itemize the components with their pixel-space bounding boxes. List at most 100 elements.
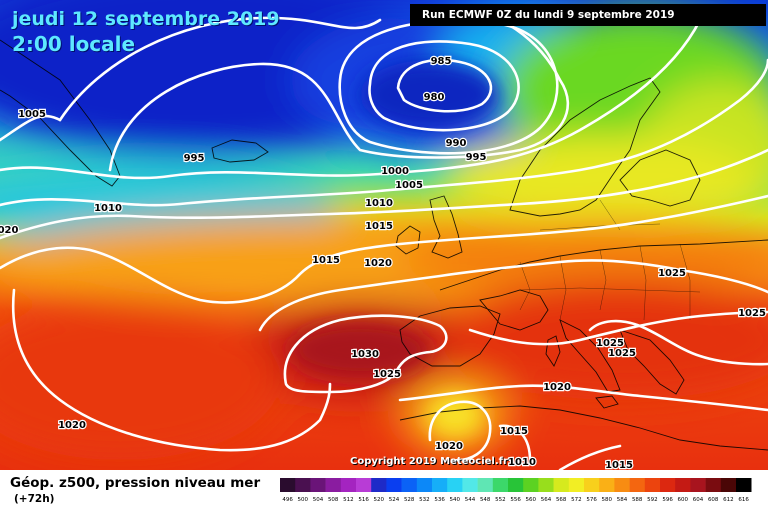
scale-swatch — [736, 478, 752, 492]
isobar-label: 1020 — [58, 420, 86, 431]
copyright-notice: Copyright 2019 Meteociel.fr — [350, 456, 508, 467]
map-canvas: 985 980 990 995 1005 995 1000 1005 1010 … — [0, 0, 768, 470]
scale-tick-label: 604 — [693, 497, 704, 503]
isobar-label: 1015 — [365, 221, 393, 232]
scale-tick-label: 576 — [586, 497, 597, 503]
isobar-label: 1025 — [738, 308, 766, 319]
scale-swatch — [568, 478, 585, 492]
isobar-label: 1020 — [543, 382, 571, 393]
isobar-label: 995 — [184, 153, 205, 164]
isobar-label: 990 — [446, 138, 467, 149]
scale-swatch — [508, 478, 524, 492]
lead-time: (+72h) — [14, 493, 55, 505]
isobar-label: 1030 — [351, 349, 379, 360]
scale-swatch — [295, 478, 311, 492]
scale-swatch — [660, 478, 676, 492]
isobar-label: 985 — [431, 56, 452, 67]
scale-tick-label: 600 — [678, 497, 689, 503]
scale-tick-label: 548 — [480, 497, 491, 503]
scale-tick-label: 504 — [313, 497, 324, 503]
scale-swatch — [720, 478, 737, 492]
scale-swatch — [386, 478, 402, 492]
geopotential-field — [0, 0, 768, 470]
isobar-label: 1020 — [435, 441, 463, 452]
isobar-label: 1005 — [18, 109, 46, 120]
isobar-label: 1000 — [381, 166, 409, 177]
scale-tick-label: 588 — [632, 497, 643, 503]
scale-swatch — [599, 478, 615, 492]
color-scale: 496 500 504 508 512 516 520 524 528 532 536 540 544 5… — [280, 478, 752, 503]
scale-swatch — [690, 478, 706, 492]
scale-tick-label: 496 — [282, 497, 293, 503]
scale-tick-label: 608 — [708, 497, 719, 503]
scale-swatch — [705, 478, 722, 492]
scale-swatch — [310, 478, 326, 492]
scale-swatch — [644, 478, 661, 492]
legend-title: Géop. z500, pression niveau mer — [10, 475, 261, 491]
isobar-label: 1025 — [658, 268, 686, 279]
forecast-date: jeudi 12 septembre 2019 — [12, 8, 280, 30]
scale-swatch — [477, 478, 494, 492]
scale-tick-label: 580 — [602, 497, 613, 503]
scale-swatch — [553, 478, 570, 492]
weather-map: 985 980 990 995 1005 995 1000 1005 1010 … — [0, 0, 768, 470]
scale-tick-label: 516 — [358, 497, 369, 503]
scale-tick-label: 524 — [389, 497, 400, 503]
scale-tick-label: 568 — [556, 497, 567, 503]
legend-bar: Géop. z500, pression niveau mer (+72h) 4… — [0, 470, 768, 512]
run-info: Run ECMWF 0Z du lundi 9 septembre 2019 — [410, 4, 766, 26]
isobar-label: 1015 — [500, 426, 528, 437]
isobar-label: 1010 — [94, 203, 122, 214]
isobar-label: 1025 — [373, 369, 401, 380]
scale-swatch — [447, 478, 463, 492]
isobar-label: 995 — [466, 152, 487, 163]
isobar-label: 1025 — [596, 338, 624, 349]
isobar-label: 1010 — [508, 457, 536, 468]
scale-tick-label: 536 — [434, 497, 445, 503]
scale-swatch — [538, 478, 554, 492]
isobar-labels: 985 980 990 995 1005 995 1000 1005 1010 … — [0, 55, 767, 470]
scale-tick-label: 616 — [738, 497, 749, 503]
scale-swatch — [614, 478, 630, 492]
scale-tick-label: 612 — [723, 497, 734, 503]
scale-swatch — [401, 478, 418, 492]
isobar-label: 020 — [0, 225, 18, 236]
scale-tick-label: 528 — [404, 497, 415, 503]
scale-tick-label: 560 — [526, 497, 537, 503]
scale-tick-label: 584 — [617, 497, 628, 503]
isobar-label: 1015 — [312, 255, 340, 266]
scale-swatch — [629, 478, 646, 492]
scale-swatch — [432, 478, 448, 492]
scale-tick-label: 532 — [419, 497, 430, 503]
isobar-label: 1010 — [365, 198, 393, 209]
scale-swatch — [416, 478, 433, 492]
scale-tick-label: 508 — [328, 497, 339, 503]
scale-tick-label: 544 — [465, 497, 476, 503]
scale-tick-label: 596 — [662, 497, 673, 503]
scale-tick-label: 500 — [298, 497, 309, 503]
isobar-label: 1025 — [608, 348, 636, 359]
scale-swatch — [492, 478, 509, 492]
isobar-label: 1015 — [605, 460, 633, 470]
scale-tick-label: 520 — [374, 497, 385, 503]
scale-tick-label: 556 — [510, 497, 521, 503]
scale-tick-label: 540 — [450, 497, 461, 503]
forecast-time: 2:00 locale — [12, 32, 136, 56]
scale-tick-label: 552 — [495, 497, 506, 503]
scale-swatch — [280, 478, 296, 492]
scale-tick-label: 572 — [571, 497, 582, 503]
scale-tick-label: 592 — [647, 497, 658, 503]
isobars — [0, 4, 768, 470]
isobar-label: 1005 — [395, 180, 423, 191]
scale-swatch — [325, 478, 342, 492]
scale-swatch — [584, 478, 600, 492]
scale-tick-label: 564 — [541, 497, 552, 503]
country-borders — [519, 199, 701, 321]
scale-swatch — [523, 478, 539, 492]
scale-swatch — [356, 478, 372, 492]
scale-swatch — [675, 478, 691, 492]
isobar-label: 1020 — [364, 258, 392, 269]
isobar-label: 980 — [424, 92, 445, 103]
scale-tick-label: 512 — [343, 497, 354, 503]
scale-swatch — [340, 478, 357, 492]
